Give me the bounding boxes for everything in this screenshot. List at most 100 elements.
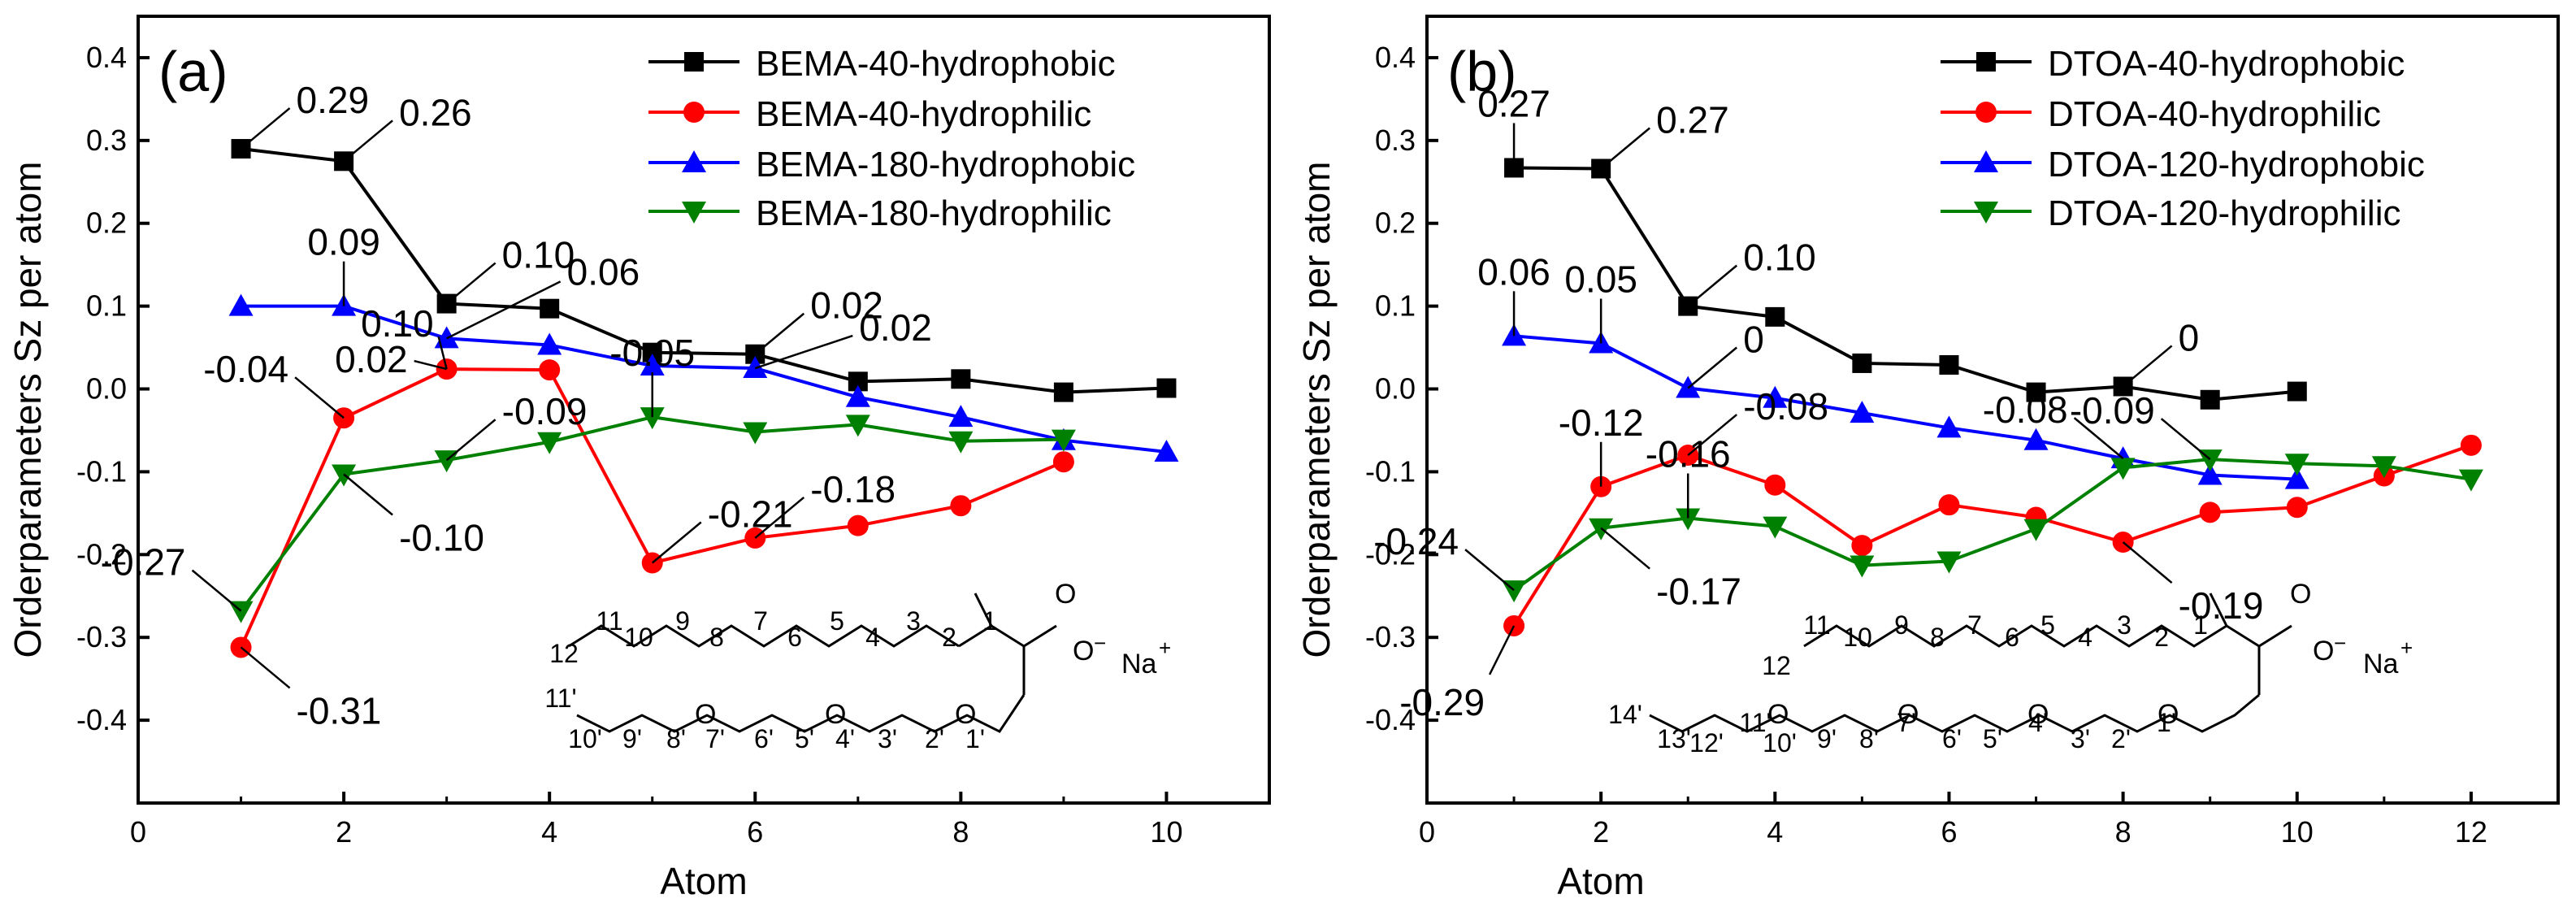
chain-number: 12' [1689, 728, 1724, 758]
chain-number: 5 [2040, 610, 2055, 640]
structure-atom: O [1897, 699, 1919, 730]
annotation-label: -0.31 [297, 689, 382, 732]
legend-label: BEMA-40-hydrophilic [756, 94, 1091, 134]
series-line [1512, 458, 2472, 592]
legend-entry: BEMA-180-hydrophilic [648, 193, 1112, 233]
x-tick-label: 4 [1767, 815, 1783, 849]
structure-charge: − [2334, 631, 2346, 655]
annotation-label: 0.06 [567, 250, 640, 293]
chain-number: 6' [754, 724, 774, 753]
annotation-leader [294, 376, 345, 419]
annotation-label: 0.10 [502, 234, 575, 276]
annotation-label: -0.19 [2179, 584, 2264, 627]
data-point [1852, 353, 1872, 373]
data-point [1052, 451, 1074, 473]
annotation-leader [1687, 414, 1738, 457]
chain-number: 2 [2154, 623, 2169, 652]
data-point [640, 353, 665, 376]
chain-number: 9 [1894, 610, 1909, 640]
chain-number: 3 [906, 606, 921, 636]
data-point [2199, 501, 2221, 523]
alkyl-chain [568, 624, 960, 648]
chain-number: 8 [1930, 623, 1945, 652]
chain-numbers-bottom: 14' 13'12' 11'10' 9' 8' 7' 6' 5' 4' 3' 2' 1' [1608, 700, 2176, 758]
chain-number: 6 [787, 623, 802, 652]
legend-entry: DTOA-120-hydrophilic [1941, 193, 2400, 233]
chain-number: 11' [1739, 708, 1771, 737]
legend-marker [1974, 150, 1998, 172]
annotation-label: 0.02 [335, 338, 408, 380]
panel-b: 0 2 4 6 8 10 12-0.4-0.3-0.2-0.10.00.10.20.30.4… [1295, 15, 2560, 902]
data-point [2023, 428, 2049, 450]
plot-frame [1425, 15, 2560, 805]
data-point [743, 356, 768, 379]
panel-label: (a) [158, 40, 228, 103]
chain-number: 3' [2071, 724, 2090, 753]
annotation-leader [1687, 264, 1738, 307]
chain-number: 11 [596, 606, 622, 636]
annotation-label: -0.08 [1983, 389, 2068, 431]
data-point [847, 514, 869, 536]
legend-entry: DTOA-40-hydrophilic [1941, 94, 2381, 134]
y-tick-label: 0.3 [1375, 124, 1416, 157]
annotation-label: -0.04 [203, 348, 288, 390]
legend-marker [1974, 202, 1998, 224]
legend-entry: DTOA-120-hydrophobic [1941, 145, 2425, 185]
annotation-label: -0.10 [399, 516, 484, 558]
y-axis-label: Orderparameters Sz per atom [1295, 161, 1338, 658]
data-point [1938, 494, 1960, 516]
legend-label: DTOA-40-hydrophobic [2048, 44, 2405, 84]
legend-entry: BEMA-180-hydrophobic [648, 145, 1135, 185]
data-point [1053, 382, 1073, 402]
legend-marker [684, 52, 704, 72]
plot-frame [137, 15, 1271, 805]
y-tick-label: 0.1 [1375, 289, 1416, 323]
chain-number: 11' [544, 684, 576, 713]
chain-number: 13' [1657, 724, 1691, 753]
data-point [2287, 381, 2307, 402]
chain-number: 8' [1859, 724, 1879, 753]
annotation-leader [414, 359, 447, 371]
chain-number: 10' [568, 724, 602, 753]
data-point [640, 407, 665, 430]
annotation-leader [754, 312, 805, 355]
chain-number: 7' [1897, 708, 1916, 737]
chain-number: 1' [965, 724, 985, 753]
y-tick-label: 0.2 [86, 206, 127, 240]
annotation-label: -0.18 [810, 468, 896, 510]
annotation-label: -0.16 [1646, 432, 1731, 475]
data-point [845, 415, 870, 437]
annotation-leader [1464, 549, 1515, 592]
legend-label: BEMA-180-hydrophilic [756, 193, 1112, 233]
series-line [1513, 334, 2297, 481]
alkyl-chain [1803, 624, 2260, 648]
data-point [2110, 458, 2136, 480]
data-point [540, 298, 560, 319]
data-point [2023, 519, 2049, 541]
annotation-label: 0.06 [1477, 250, 1550, 293]
data-point [2286, 497, 2308, 519]
legend-entry: BEMA-40-hydrophobic [648, 44, 1116, 84]
chain-number: 5' [1983, 724, 2002, 753]
chain-number: 6 [2005, 623, 2019, 652]
data-point [951, 369, 971, 389]
annotation-label: 0.29 [297, 79, 370, 121]
annotation-label: -0.24 [1373, 520, 1459, 562]
structure-atom: O [2313, 636, 2334, 666]
y-tick-label: -0.1 [1365, 454, 1416, 488]
head-group [2258, 624, 2292, 648]
chain-number: 11 [1803, 610, 1830, 640]
chain-number: 9' [1817, 724, 1837, 753]
chain-number: 6' [1942, 724, 1962, 753]
structure-atom: O [825, 699, 846, 730]
annotation-label: 0 [1743, 319, 1764, 361]
chain-number: 9 [675, 606, 690, 636]
legend-label: BEMA-180-hydrophobic [756, 145, 1135, 185]
panel-label: (b) [1447, 40, 1517, 103]
structure-charge: + [1159, 636, 1171, 660]
annotation-leader [1488, 625, 1516, 675]
data-point [1850, 555, 1875, 578]
x-axis-label: Atom [1557, 860, 1644, 902]
y-tick-label: 0.4 [86, 41, 127, 74]
